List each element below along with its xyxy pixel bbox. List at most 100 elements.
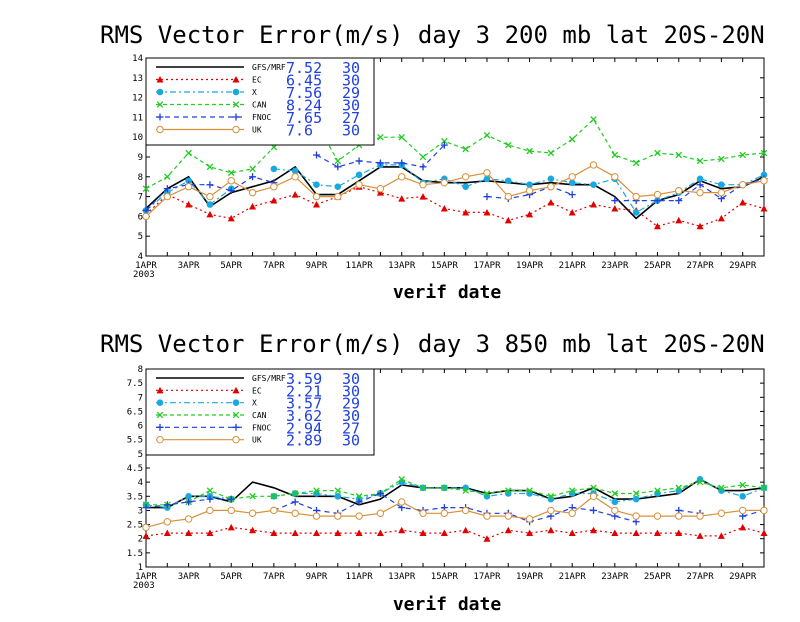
data-point [462, 208, 470, 216]
data-point [249, 526, 257, 534]
data-point [738, 506, 747, 515]
data-point [504, 526, 512, 534]
data-point [142, 212, 150, 221]
x-tick-label: 11APR [346, 572, 374, 582]
legend-count-value: 27 [342, 419, 360, 437]
x-tick-label: 7APR [263, 261, 285, 271]
x-tick-label: 15APR [431, 261, 459, 271]
data-point [760, 177, 768, 185]
legend-mean-value: 3.57 [286, 395, 322, 413]
data-point [142, 532, 150, 539]
data-point [312, 201, 320, 208]
x-tick-label: 3APR [178, 572, 200, 582]
y-tick-label: 5 [138, 450, 143, 460]
data-point [249, 493, 256, 500]
data-point [504, 512, 512, 520]
chart-panel-1: RMS Vector Error(m/s) day 3 200 mb lat 2… [100, 21, 768, 303]
data-point [163, 518, 172, 526]
x-tick-label: 11APR [346, 261, 374, 271]
data-point [270, 197, 278, 204]
y-tick-label: 4 [138, 252, 143, 262]
data-point [568, 179, 576, 187]
data-point [590, 201, 598, 208]
series-line [146, 478, 765, 509]
data-point [611, 506, 619, 515]
data-point [675, 484, 683, 492]
data-point [376, 509, 385, 517]
data-point [632, 209, 640, 216]
data-point [483, 175, 491, 183]
data-point [313, 181, 320, 189]
data-point [398, 133, 405, 141]
data-point [291, 191, 299, 198]
data-point [675, 151, 683, 159]
data-point [590, 506, 598, 514]
legend-marker [232, 386, 240, 394]
data-point [334, 512, 342, 520]
data-point [376, 489, 384, 497]
data-point [440, 204, 448, 212]
data-point [760, 171, 768, 179]
legend-count-value: 29 [342, 395, 360, 413]
data-point [334, 492, 342, 500]
data-point [568, 191, 576, 199]
data-point [525, 186, 534, 195]
series-line [145, 495, 764, 528]
data-point [163, 529, 171, 537]
x-tick-label: 19APR [516, 572, 544, 582]
data-point [462, 526, 470, 534]
data-point [525, 515, 534, 523]
data-point [334, 529, 342, 537]
data-point [611, 197, 619, 205]
y-tick-label: 1.5 [127, 549, 143, 559]
data-point [675, 186, 683, 195]
data-point [355, 529, 363, 537]
legend-marker [156, 435, 164, 444]
data-point [696, 181, 704, 189]
x-year-label: 2003 [133, 581, 155, 591]
legend-count-value: 30 [342, 72, 360, 90]
data-point [249, 165, 256, 173]
data-point [142, 504, 150, 512]
legend-series-name: EC [252, 386, 262, 395]
data-point [227, 214, 235, 222]
legend: GFS/MRF 3.59 30 EC 2.21 30 X 3.57 29 CAN 3.62 30 FNO… [145, 368, 375, 456]
x-tick-label: 9APR [306, 572, 328, 582]
series-line [145, 118, 765, 190]
data-point [142, 185, 150, 192]
chart-panel-2: RMS Vector Error(m/s) day 3 850 mb lat 2… [100, 330, 768, 615]
data-point [675, 197, 683, 205]
data-point [696, 157, 704, 165]
data-point [653, 190, 662, 199]
data-point [334, 487, 342, 494]
series-line [145, 526, 765, 540]
data-point [547, 175, 555, 183]
y-tick-label: 5.5 [127, 436, 143, 446]
data-point [589, 492, 598, 500]
y-tick-label: 8 [138, 173, 143, 183]
data-point [505, 141, 512, 149]
data-point [206, 163, 214, 171]
data-point [419, 529, 427, 537]
data-point [590, 526, 598, 534]
series-uk [142, 492, 768, 532]
data-point [739, 492, 746, 500]
data-point [568, 173, 576, 181]
data-point [717, 188, 726, 197]
data-point [398, 159, 406, 167]
legend-count-value: 30 [342, 370, 360, 388]
data-point [206, 529, 214, 537]
data-point [227, 187, 235, 195]
data-point [760, 529, 768, 537]
series-line [145, 144, 765, 211]
legend-series-name: X [252, 88, 257, 97]
data-point [227, 506, 235, 515]
legend-mean-value: 3.59 [286, 370, 322, 388]
data-point [270, 506, 278, 515]
legend-marker [156, 411, 164, 419]
data-point [376, 184, 385, 193]
data-point [632, 529, 640, 537]
data-point [718, 181, 725, 189]
legend-count-value: 29 [342, 84, 360, 102]
data-point [440, 529, 448, 537]
